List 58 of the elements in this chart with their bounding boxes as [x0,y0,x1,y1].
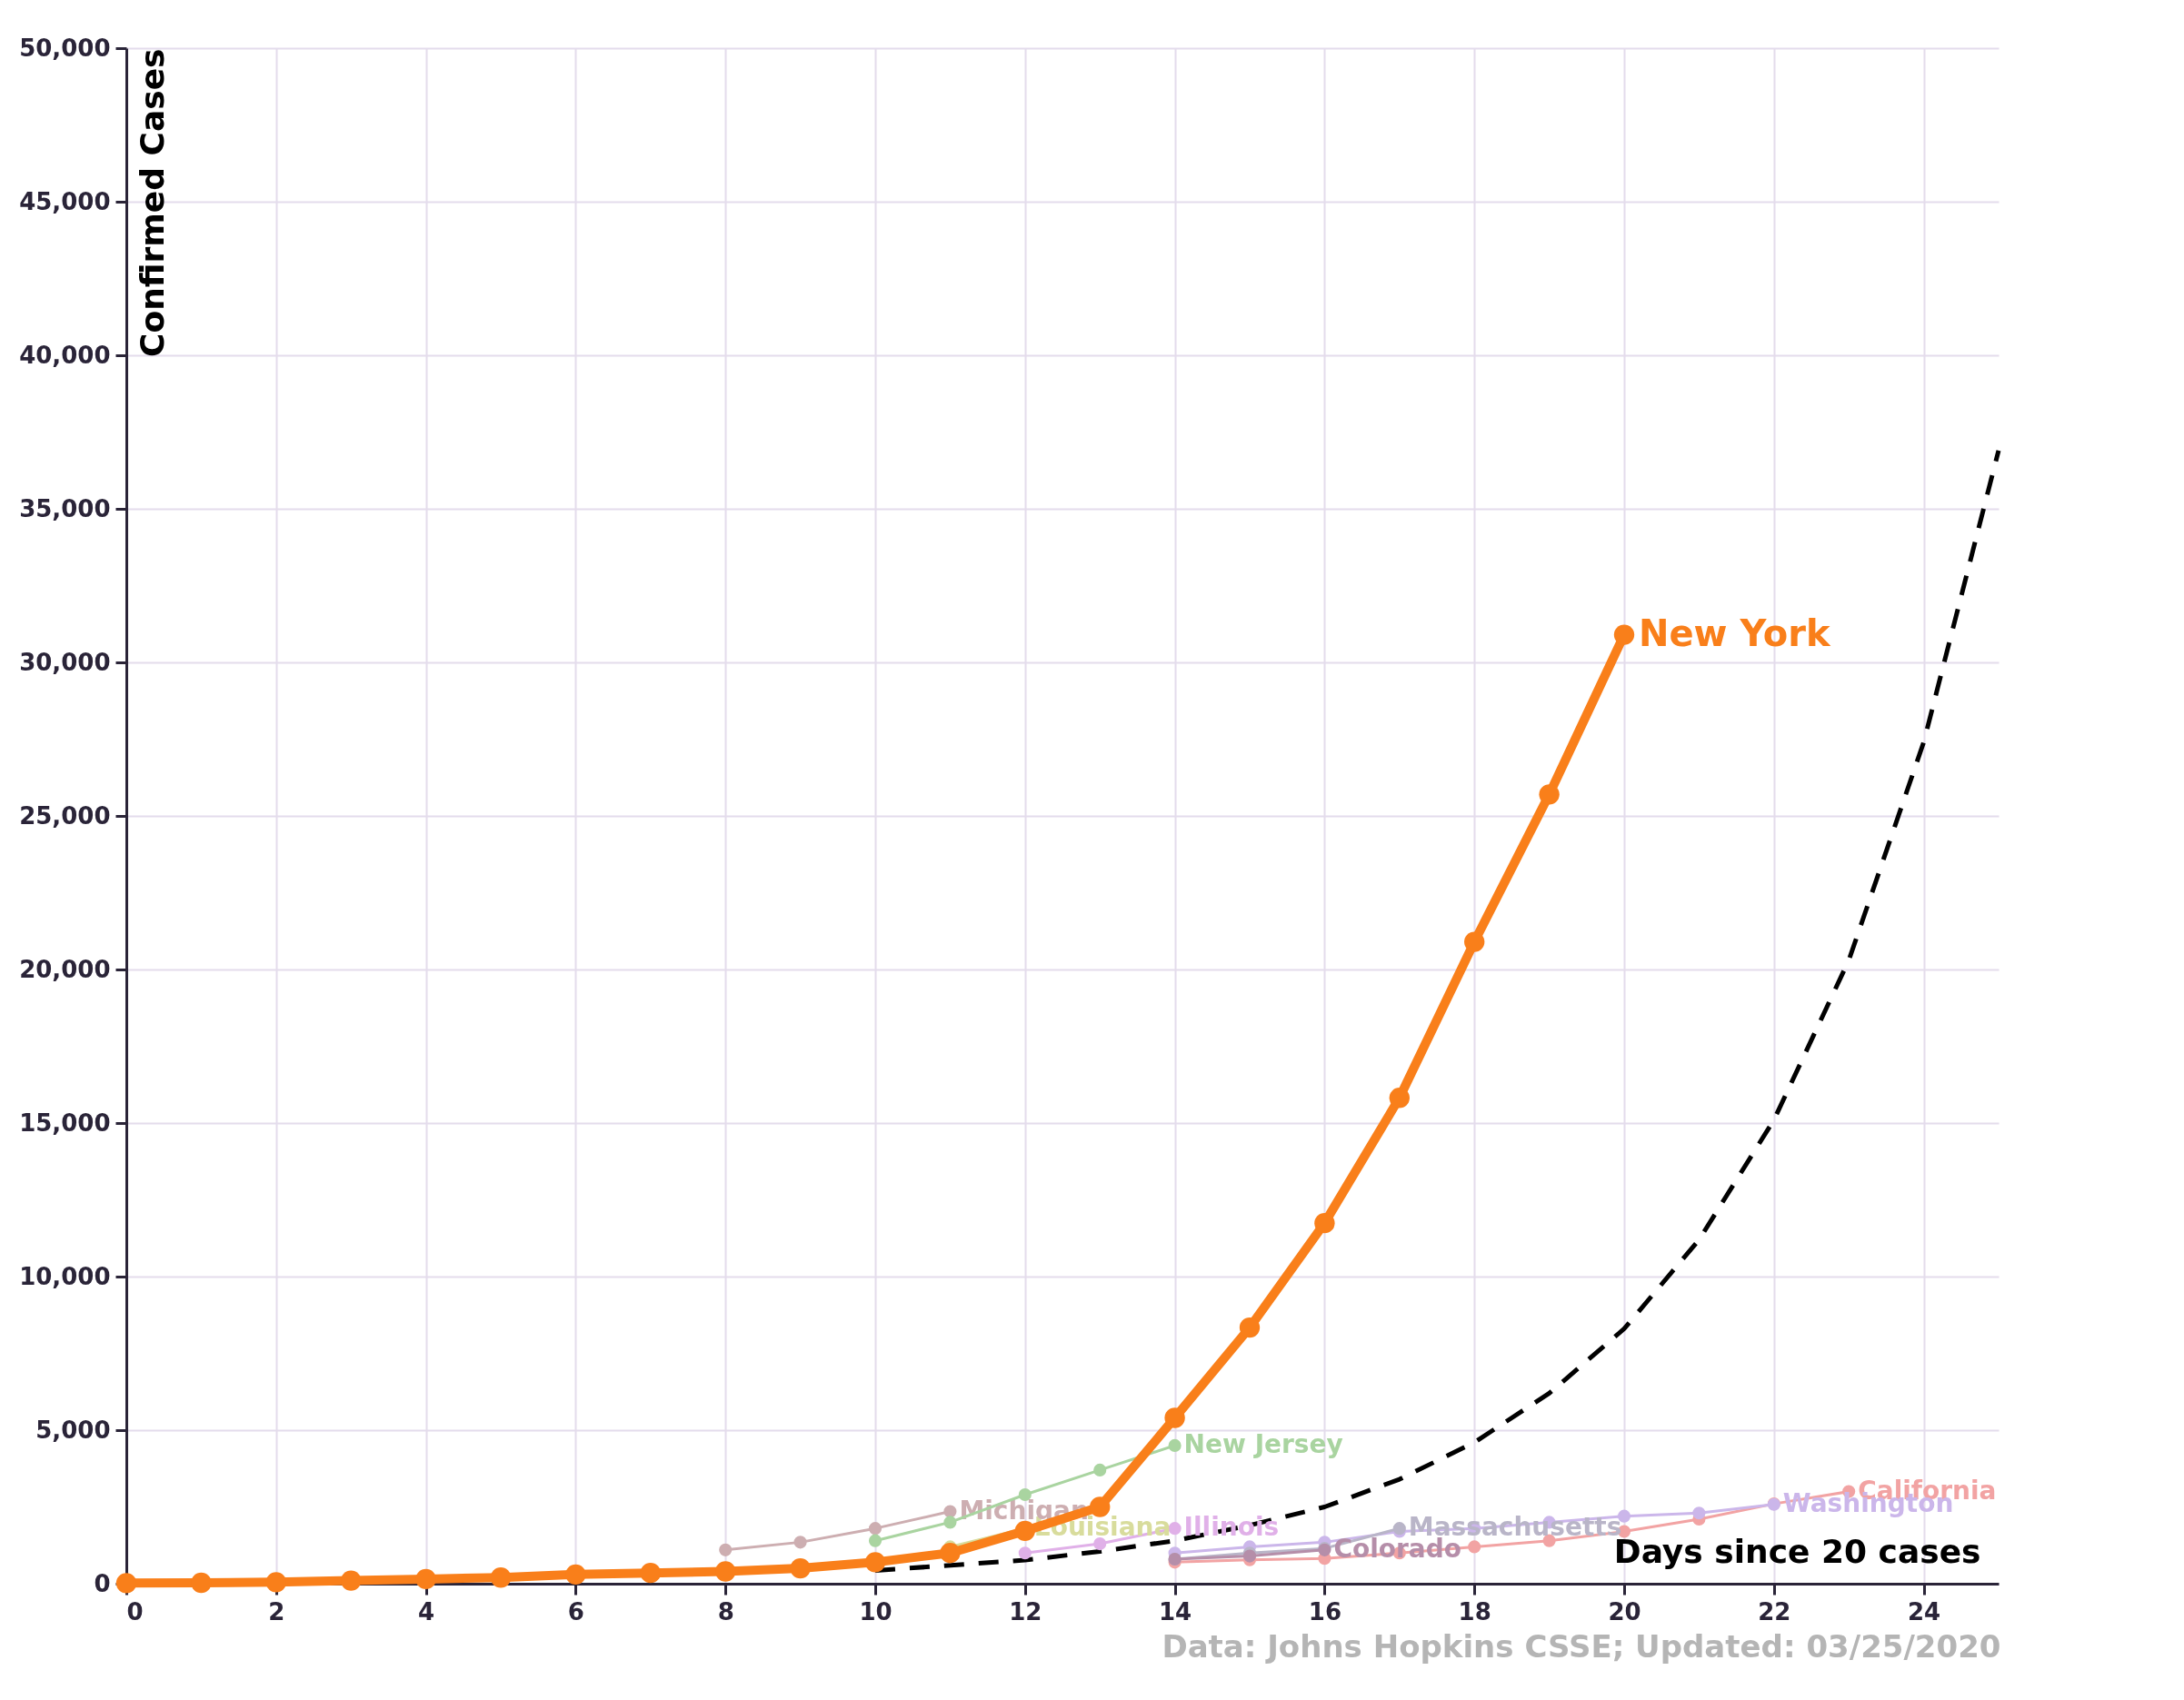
point [490,1567,512,1588]
point [1014,1520,1035,1542]
point [191,1572,212,1594]
x-tick-label: 16 [1308,1597,1341,1625]
point [715,1561,736,1582]
series-label: New Jersey [1183,1428,1343,1459]
series-label: New York [1639,611,1831,654]
point [1164,1407,1185,1428]
y-tick-label: 35,000 [19,494,111,522]
point [1692,1506,1706,1520]
point [1093,1463,1107,1476]
y-tick-label: 15,000 [19,1108,111,1137]
x-tick-label: 4 [418,1597,435,1625]
y-tick-label: 10,000 [19,1262,111,1290]
y-tick-label: 50,000 [19,34,111,62]
x-tick-label: 12 [1009,1597,1042,1625]
y-tick-label: 25,000 [19,801,111,830]
y-axis-title: Confirmed Cases [133,48,171,357]
y-tick-label: 20,000 [19,955,111,983]
y-tick-label: 30,000 [19,648,111,676]
x-tick-label: 10 [859,1597,893,1625]
y-tick-label: 0 [94,1569,111,1597]
point [1168,1438,1182,1452]
point [1314,1213,1335,1234]
point [719,1543,733,1556]
point [1468,1540,1481,1554]
point [565,1564,586,1586]
point [864,1552,886,1573]
point [868,1522,883,1536]
x-tick-label: 20 [1608,1597,1641,1625]
point [1464,931,1485,952]
point [1239,1317,1261,1338]
point [1389,1088,1410,1108]
x-tick-label: 8 [717,1597,734,1625]
point [943,1516,957,1529]
y-tick-label: 40,000 [19,341,111,369]
point [341,1570,362,1591]
x-tick-label: 18 [1458,1597,1491,1625]
point [1018,1546,1032,1560]
x-tick-label: 24 [1908,1597,1941,1625]
x-tick-label: 0 [126,1597,144,1625]
point [793,1536,807,1549]
x-tick-label: 22 [1758,1597,1791,1625]
x-tick-label: 14 [1159,1597,1192,1625]
point [1090,1496,1111,1517]
x-tick-label: 6 [567,1597,584,1625]
point [868,1534,883,1547]
x-tick-label: 2 [268,1597,285,1625]
point [415,1568,436,1590]
point [1539,784,1560,805]
point [790,1557,811,1579]
y-tick-label: 5,000 [35,1416,111,1444]
point [940,1543,961,1564]
point [265,1572,286,1593]
text: Data: Johns Hopkins CSSE; Updated: 03/25/2020 [1162,1628,2001,1665]
point [1613,624,1635,645]
y-tick-label: 45,000 [19,187,111,215]
point [640,1563,661,1584]
